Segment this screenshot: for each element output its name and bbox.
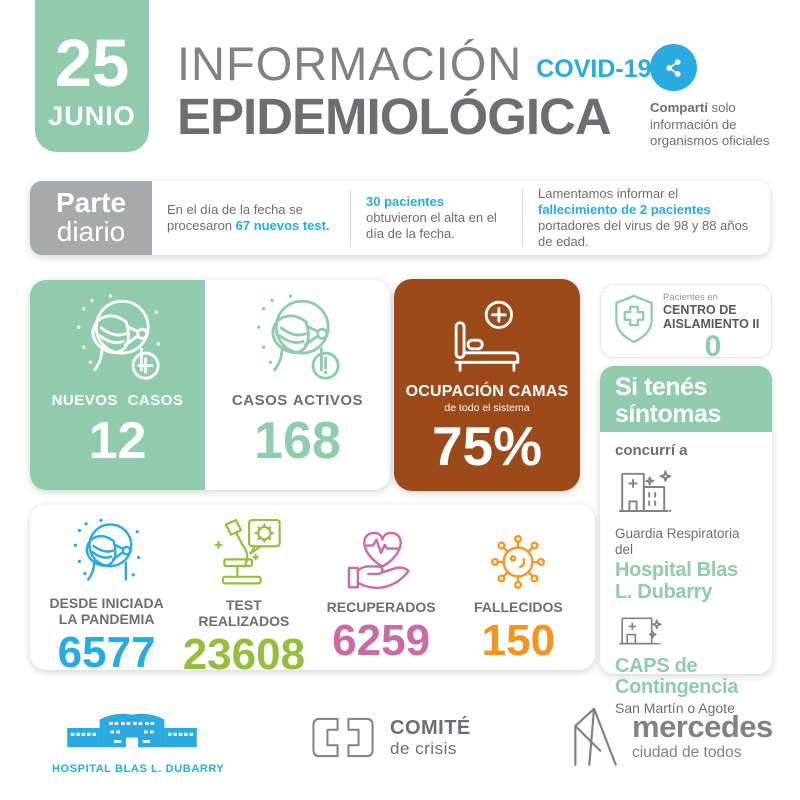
date-day: 25 [54, 26, 130, 101]
daily-report-discharges: 30 pacientes obtuvieron el alta en el dí… [350, 189, 522, 247]
daily-report-tests: En el día de la fecha se procesaron 67 n… [152, 181, 350, 255]
active-cases-value: 168 [254, 412, 341, 470]
bed-occupancy-sublabel: de todo el sistema [444, 402, 530, 414]
share-note: Compartí solo información de organismos … [650, 44, 782, 150]
bed-occupancy-label: OCUPACIÓN CAMAS [405, 383, 569, 400]
mask-face-alert-icon [250, 280, 346, 384]
respiratory-guard-text: Guardia Respiratoria del [615, 526, 740, 558]
mask-face-icon [68, 517, 146, 591]
daily-report-label-light: diario [56, 216, 126, 247]
crisis-committee-logo-image [312, 717, 374, 758]
recovered-col: RECUPERADOS 6259 [313, 517, 450, 670]
discharges-highlight: 30 pacientes [366, 193, 445, 209]
isolation-center-text: Pacientes en CENTRO DE AISLAMIENTO II 0 [657, 292, 763, 361]
mercedes-city-text: mercedes ciudad de todos [632, 711, 773, 761]
share-text-rest: solo información de organismos oficiales [650, 100, 770, 148]
recovered-value: 6259 [332, 616, 431, 666]
covid-tag: COVID-19 [536, 55, 652, 83]
symptoms-body: concurrí a Guardia Respir [600, 432, 772, 716]
active-cases-label: CASOS ACTIVOS [231, 392, 364, 409]
tests-value: 23608 [182, 630, 306, 680]
bed-occupancy-card: OCUPACIÓN CAMAS de todo el sistema 75% [394, 279, 580, 491]
caps-name: CAPS de Contingencia [615, 654, 739, 699]
new-cases-label: NUEVOS CASOS [51, 392, 184, 409]
symptoms-title: Si tenés síntomas [600, 366, 772, 432]
isolation-center-pre: Pacientes en [663, 292, 718, 303]
new-cases-value: 12 [88, 412, 147, 470]
tests-col: TEST REALIZADOS 23608 [175, 517, 312, 677]
main-stats-card: NUEVOS CASOS 12 [30, 280, 390, 490]
hospital-name: Hospital Blas L. Dubarry [615, 559, 738, 603]
shield-cross-icon [611, 292, 657, 353]
share-icon [650, 44, 697, 91]
virus-icon [485, 517, 551, 595]
title-line1: INFORMACIÓN [177, 37, 523, 90]
deaths-text-pre: Lamentamos informar el [538, 185, 679, 201]
mask-face-plus-icon [70, 280, 166, 384]
daily-report-label: Parte diario [30, 181, 152, 255]
pandemic-total-col: DESDE INICIADA LA PANDEMIA 6577 [38, 517, 175, 675]
deceased-label: FALLECIDOS [474, 599, 563, 615]
isolation-center-card: Pacientes en CENTRO DE AISLAMIENTO II 0 [600, 284, 772, 361]
active-cases-card: CASOS ACTIVOS 168 [205, 280, 390, 490]
deaths-text-post: portadores del virus de 98 y 88 años de … [538, 218, 749, 250]
hospital-logo-image [67, 713, 197, 748]
hospital-logo-label: HOSPITAL BLAS L. DUBARRY [52, 763, 225, 775]
crisis-committee-logo: COMITÉ de crisis [308, 714, 471, 761]
crisis-committee-line1: COMITÉ [390, 717, 471, 739]
title-line2: EPIDEMIOLÓGICA [177, 88, 612, 145]
discharges-text: obtuvieron el alta en el día de la fecha… [366, 209, 497, 242]
mercedes-city-tagline: ciudad de todos [632, 744, 742, 762]
deceased-col: FALLECIDOS 150 [450, 517, 587, 670]
clinic-building-icon [615, 612, 758, 654]
recovered-label: RECUPERADOS [326, 599, 436, 615]
share-text-bold: Compartí [650, 100, 708, 115]
isolation-center-label: CENTRO DE AISLAMIENTO II [663, 303, 760, 332]
pandemic-total-label: DESDE INICIADA LA PANDEMIA [49, 595, 164, 628]
hospital-bed-icon [443, 279, 531, 375]
caps-location: San Martín o Agote [615, 699, 735, 716]
crisis-committee-text: COMITÉ de crisis [390, 718, 471, 757]
symptoms-subtitle: concurrí a [615, 442, 688, 459]
microscope-icon [204, 517, 284, 593]
symptoms-card: Si tenés síntomas concurrí a [600, 366, 772, 716]
mercedes-city-logo-image [574, 707, 617, 766]
deceased-value: 150 [481, 616, 556, 666]
totals-card: DESDE INICIADA LA PANDEMIA 6577 [30, 505, 595, 677]
hospital-logo: HOSPITAL BLAS L. DUBARRY [52, 704, 225, 775]
tests-highlight: 67 nuevos test. [235, 218, 330, 233]
deaths-highlight: fallecimiento de 2 pacientes [538, 201, 711, 217]
date-month: JUNIO [48, 101, 136, 131]
bed-occupancy-value: 75% [431, 415, 543, 477]
isolation-center-value: 0 [704, 329, 722, 363]
tests-label: TEST REALIZADOS [198, 597, 290, 630]
mercedes-city-logo: mercedes ciudad de todos [566, 702, 773, 770]
page-title: INFORMACIÓN COVID-19 EPIDEMIOLÓGICA [177, 36, 652, 146]
hospital-building-icon [615, 467, 758, 524]
pandemic-total-value: 6577 [57, 628, 156, 678]
heart-hand-icon [340, 517, 422, 595]
daily-report-label-bold: Parte [55, 187, 127, 219]
mercedes-city-name: mercedes [632, 709, 773, 745]
new-cases-card: NUEVOS CASOS 12 [30, 280, 205, 490]
daily-report-deaths: Lamentamos informar el fallecimiento de … [522, 185, 770, 250]
daily-report-card: Parte diario En el día de la fecha se pr… [30, 181, 770, 255]
tests-text: En el día de la fecha se procesaron [167, 201, 303, 233]
date-badge: 25 JUNIO [35, 0, 149, 152]
crisis-committee-line2: de crisis [390, 739, 457, 758]
share-text: Compartí solo información de organismos … [650, 100, 782, 150]
